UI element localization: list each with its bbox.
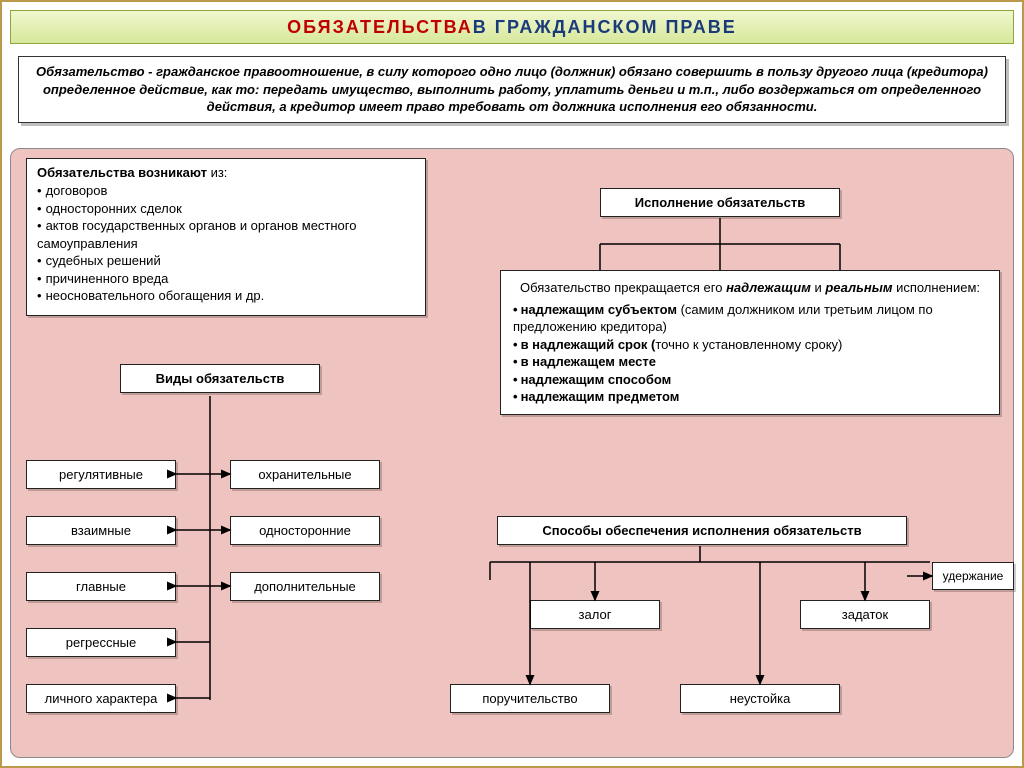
definition-box: Обязательство - гражданское правоотношен… [18,56,1006,123]
arise-item: судебных решений [37,252,415,270]
arise-list: договоров односторонних сделок актов гос… [37,182,415,305]
type-additional: дополнительные [230,572,380,601]
arise-title: Обязательства возникают [37,165,207,180]
type-unilateral: односторонние [230,516,380,545]
arise-item: односторонних сделок [37,200,415,218]
types-title-box: Виды обязательств [120,364,320,393]
type-protective: охранительные [230,460,380,489]
termination-box: Обязательство прекращается его надлежащи… [500,270,1000,415]
type-main: главные [26,572,176,601]
method-zadatok: задаток [800,600,930,629]
type-personal: личного характера [26,684,176,713]
method-neustoika: неустойка [680,684,840,713]
method-poruchitelstvo: поручительство [450,684,610,713]
obligations-arise-box: Обязательства возникают из: договоров од… [26,158,426,316]
type-mutual: взаимные [26,516,176,545]
page-title: ОБЯЗАТЕЛЬСТВА В ГРАЖДАНСКОМ ПРАВЕ [10,10,1014,44]
arise-suffix: из: [207,165,227,180]
termination-item: в надлежащем месте [513,353,987,371]
title-blue: В ГРАЖДАНСКОМ ПРАВЕ [473,17,737,38]
arise-item: договоров [37,182,415,200]
type-regress: регрессные [26,628,176,657]
termination-item: надлежащим способом [513,371,987,389]
termination-item: надлежащим субъектом (самим должником ил… [513,301,987,336]
definition-text: Обязательство - гражданское правоотношен… [36,64,988,114]
type-regulative: регулятивные [26,460,176,489]
method-uderzhanie: удержание [932,562,1014,590]
arise-item: причиненного вреда [37,270,415,288]
title-red: ОБЯЗАТЕЛЬСТВА [287,17,473,38]
termination-intro: Обязательство прекращается его надлежащи… [513,279,987,297]
arise-item: актов государственных органов и органов … [37,217,415,252]
termination-item: надлежащим предметом [513,388,987,406]
method-zalog: залог [530,600,660,629]
termination-item: в надлежащий срок (точно к установленном… [513,336,987,354]
execution-title-box: Исполнение обязательств [600,188,840,217]
arise-item: неосновательного обогащения и др. [37,287,415,305]
termination-list: надлежащим субъектом (самим должником ил… [513,301,987,406]
methods-title-box: Способы обеспечения исполнения обязатель… [497,516,907,545]
